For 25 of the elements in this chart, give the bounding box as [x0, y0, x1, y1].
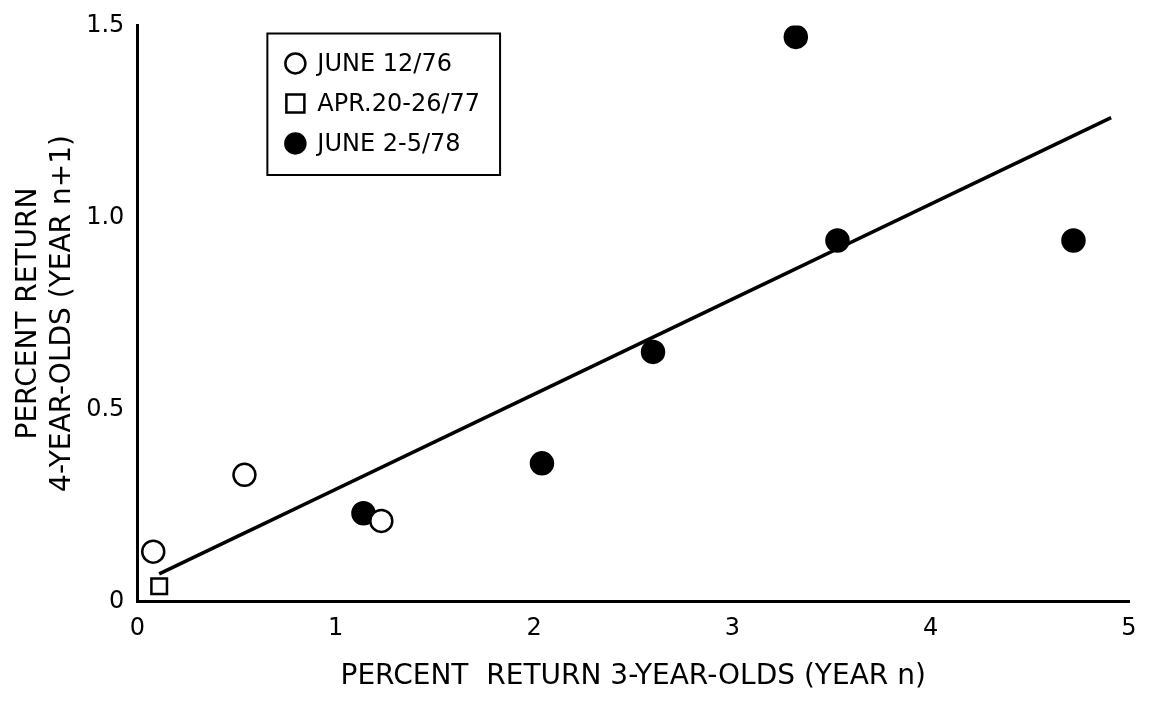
x-tick-label: 3 [724, 613, 740, 642]
y-tick-label: 1.0 [86, 201, 125, 230]
y-tick-label: 0.5 [86, 393, 125, 422]
point [232, 462, 257, 488]
point [150, 577, 169, 596]
point [351, 501, 376, 526]
y-tick-label: 0 [109, 585, 125, 614]
x-tick-label: 1 [328, 613, 344, 642]
point [783, 25, 809, 50]
x-axis-title: PERCENT RETURN 3-YEAR-OLDS (YEAR n) [340, 658, 926, 692]
point [640, 339, 666, 365]
x-tick-label: 0 [129, 613, 146, 642]
x-tick-label: 5 [1121, 613, 1137, 642]
legend-label: JUNE 12/76 [315, 48, 452, 77]
legend-label: APR.20-26/77 [317, 88, 481, 117]
legend-label: JUNE 2-5/78 [315, 128, 461, 157]
x-tick-label: 2 [526, 613, 542, 642]
point [529, 451, 555, 476]
y-tick-label: 1.5 [86, 9, 125, 38]
x-tick-label: 4 [923, 613, 939, 642]
point [1061, 228, 1086, 253]
point [825, 228, 850, 253]
y-axis-title: PERCENT RETURN 4-YEAR-OLDS (YEAR n+1) [10, 135, 77, 492]
point [140, 539, 166, 564]
point [369, 508, 394, 534]
